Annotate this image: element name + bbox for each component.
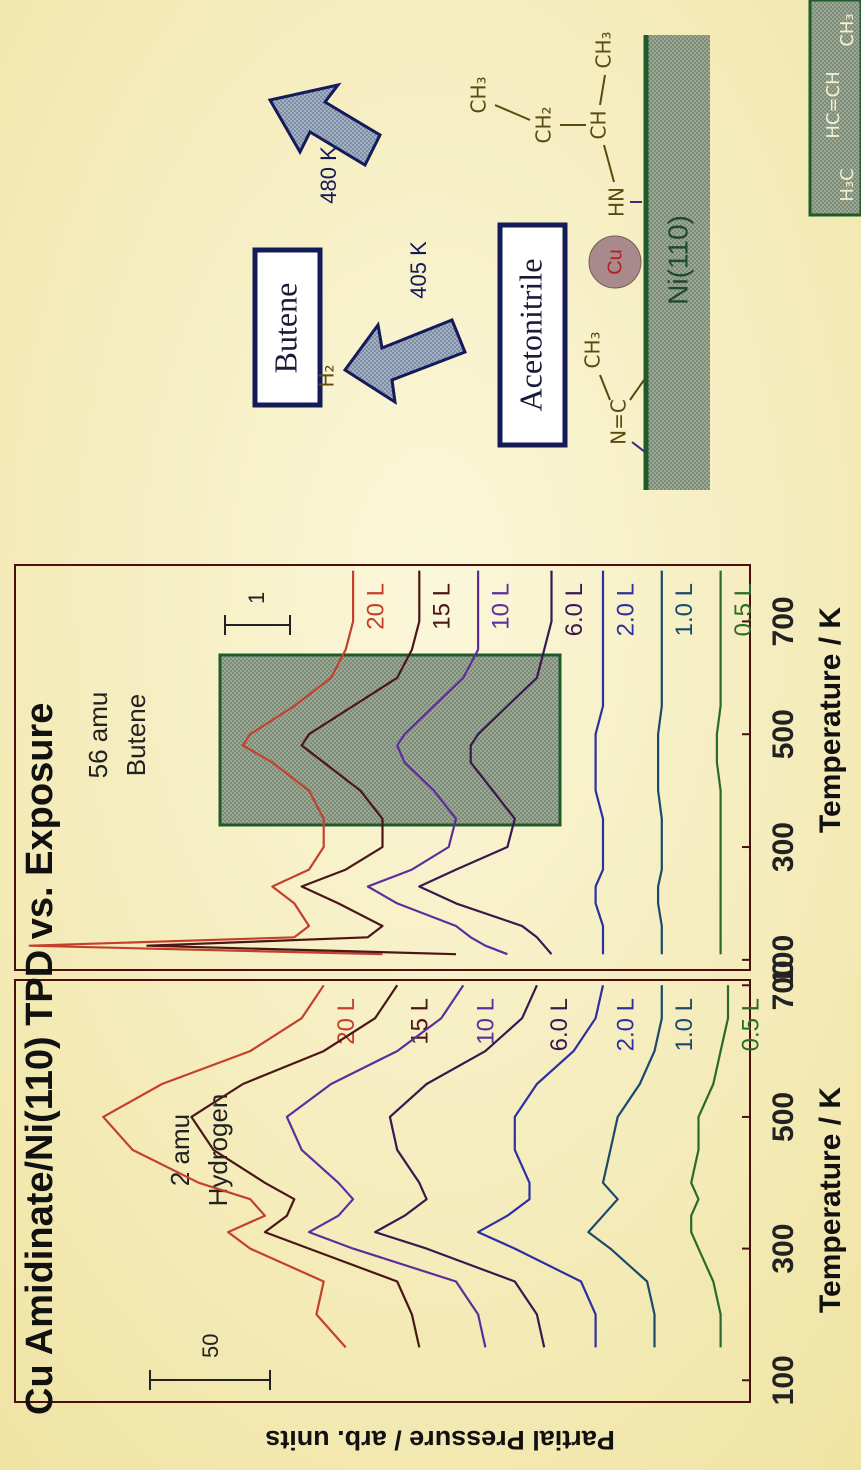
temp-label: 480 K [316, 146, 341, 204]
cu-atom [588, 235, 642, 289]
series-label: 15 L [429, 583, 456, 630]
series-label: 6.0 L [546, 998, 573, 1051]
series-label: 2.0 L [612, 583, 639, 636]
chem-label: CH₃ [837, 13, 858, 46]
surface-label: Ni(110) [662, 215, 693, 305]
series-label: 0.5 L [737, 998, 764, 1051]
trace [146, 570, 457, 956]
product-box [808, 0, 861, 217]
annotation: 2 amu [165, 1114, 195, 1186]
panel-frame [14, 979, 751, 1403]
x-axis-label: Temperature / K [814, 607, 847, 834]
trace [657, 570, 663, 955]
series-label: 2.0 L [612, 998, 639, 1051]
bond [494, 104, 531, 121]
trace [28, 570, 383, 956]
x-axis-label: Temperature / K [814, 1087, 847, 1314]
bond [629, 379, 645, 401]
series-label: 10 L [487, 583, 514, 630]
chem-label: CH₃ [592, 31, 616, 68]
chart-title: Cu Amidinate/Ni(110) TPD vs. Exposure [19, 703, 61, 1415]
surface-slab [645, 35, 710, 490]
arrow [267, 82, 382, 168]
chem-label: N=C [607, 399, 631, 445]
chem-label: CH₂ [532, 106, 556, 143]
trace [690, 985, 730, 1348]
trace [366, 570, 508, 956]
x-tick-label: 500 [767, 1092, 800, 1142]
trace [715, 570, 722, 955]
chem-label: HN [605, 187, 629, 217]
scale-label: 1 [244, 592, 269, 604]
trace [418, 570, 553, 955]
butene-label: Butene [267, 283, 303, 374]
scale-label: 50 [198, 1334, 223, 1358]
arrow [342, 318, 467, 406]
x-tick-label: 700 [767, 596, 800, 646]
bond [631, 441, 646, 453]
cu-label: Cu [604, 249, 626, 275]
series-label: 20 L [362, 583, 389, 630]
series-label: 10 L [473, 998, 500, 1045]
series-label: 0.5 L [730, 583, 757, 636]
bond [599, 374, 611, 401]
series-label: 15 L [407, 998, 434, 1045]
y-axis-label: Partial Pressure / arb. units [265, 1425, 615, 1455]
annotation: 56 amu [83, 692, 113, 779]
chem-label: CH₃ [581, 331, 605, 368]
trace [587, 985, 663, 1348]
x-tick-label: 100 [767, 1355, 800, 1405]
label-box [252, 247, 323, 408]
chem-label: CH₃ [467, 76, 491, 113]
x-tick-label: 500 [767, 709, 800, 759]
x-tick-label: 700 [767, 960, 800, 1010]
annotation: Hydrogen [203, 1094, 233, 1207]
label-box [497, 222, 568, 448]
chem-label: CH [587, 110, 611, 139]
highlight-box [218, 653, 562, 827]
temp-label: 405 K [406, 241, 431, 299]
trace [285, 984, 487, 1348]
series-label: 1.0 L [671, 583, 698, 636]
trace [102, 984, 347, 1349]
x-tick-label: 300 [767, 1224, 800, 1274]
scale-bar [149, 1370, 271, 1390]
trace [594, 570, 605, 955]
acetonitrile-label: Acetonitrile [512, 259, 548, 412]
bond [603, 144, 615, 183]
series-label: 6.0 L [561, 583, 588, 636]
trace [477, 985, 605, 1348]
bond [599, 74, 606, 106]
series-label: 1.0 L [671, 998, 698, 1051]
chem-label: HC=CH [823, 71, 844, 138]
trace [190, 984, 421, 1348]
scale-bar [224, 615, 291, 635]
chem-label: H₃C [837, 168, 858, 201]
annotation: Butene [121, 694, 151, 776]
trace [374, 984, 546, 1348]
x-tick-label: 100 [767, 935, 800, 985]
x-tick-label: 300 [767, 822, 800, 872]
h2-label: H₂ [315, 364, 339, 387]
panel-frame [14, 564, 751, 971]
